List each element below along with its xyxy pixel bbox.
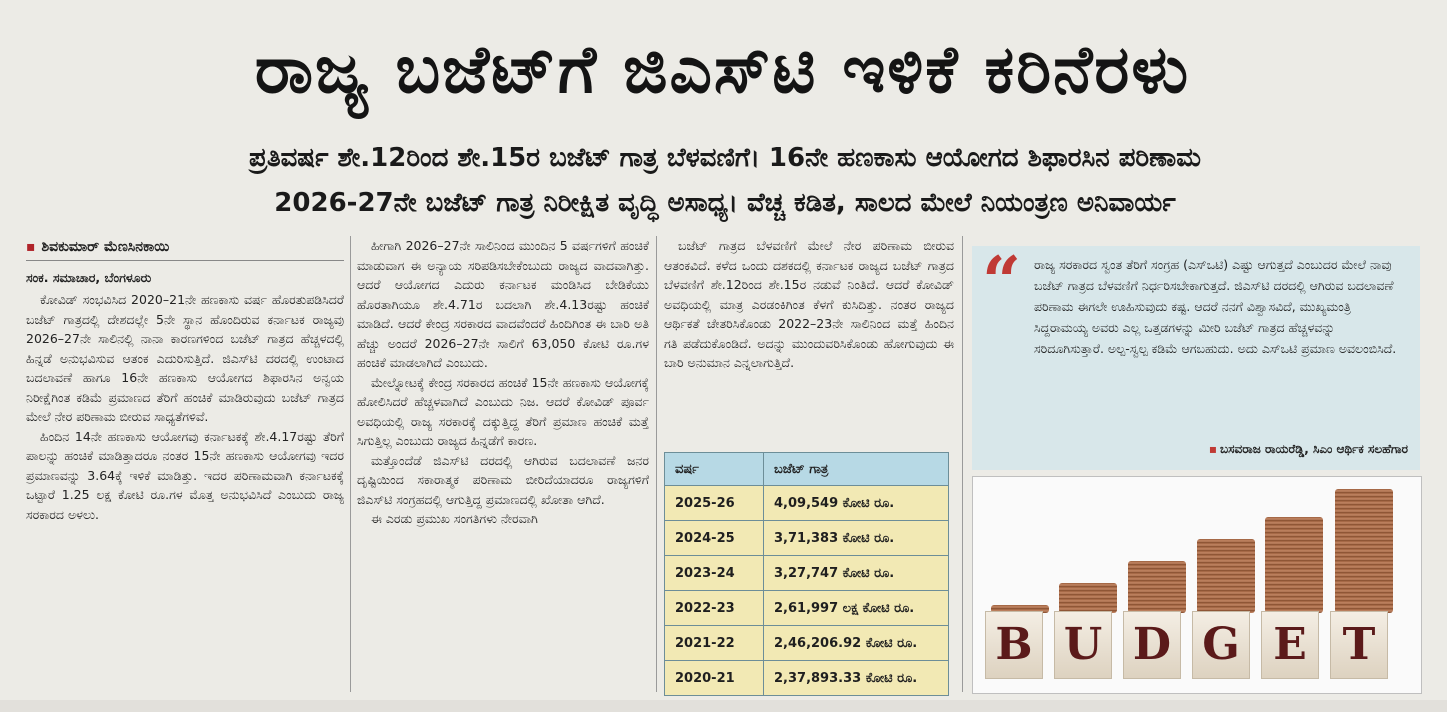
budget-letter-block: T [1330, 611, 1388, 679]
byline-name: ಶಿವಕುಮಾರ್ ಮೆಣಸಿನಕಾಯಿ [41, 239, 170, 255]
budget-cell: 2,61,997 ಲಕ್ಷ ಕೋಟಿ ರೂ. [763, 590, 949, 626]
budget-illustration: B U D G E T [972, 476, 1422, 694]
year-cell: 2020-21 [664, 660, 764, 696]
dateline: ಸಂಕ. ಸಮಾಚಾರ, ಬೆಂಗಳೂರು [26, 270, 152, 285]
table-row: 2022-23 2,61,997 ಲಕ್ಷ ಕೋಟಿ ರೂ. [664, 590, 949, 626]
subheadline-1: ಪ್ರತಿವರ್ಷ ಶೇ.12ರಿಂದ ಶೇ.15ರ ಬಜೆಟ್ ಗಾತ್ರ ಬ… [249, 143, 1201, 173]
paragraph: ಬಜೆಟ್ ಗಾತ್ರದ ಬೆಳವಣಿಗೆ ಮೇಲೆ ನೇರ ಪರಿಣಾಮ ಬೀ… [664, 238, 954, 370]
budget-letter-block: G [1192, 611, 1250, 679]
column-divider [656, 236, 657, 692]
quote-author-name: ಬಸವರಾಜ ರಾಯರೆಡ್ಡಿ, ಸಿಎಂ ಆರ್ಥಿಕ ಸಲಹೆಗಾರ [1220, 442, 1408, 456]
headline: ರಾಜ್ಯ ಬಜೆಟ್‌ಗೆ ಜಿಎಸ್‌ಟಿ ಇಳಿಕೆ ಕರಿನೆರಳು [254, 31, 1191, 108]
coin-stack [991, 605, 1049, 613]
table-row: 2020-21 2,37,893.33 ಕೋಟಿ ರೂ. [664, 660, 949, 696]
year-cell: 2024-25 [664, 520, 764, 556]
budget-letter-block: U [1054, 611, 1112, 679]
budget-cell: 2,46,206.92 ಕೋಟಿ ರೂ. [763, 625, 949, 661]
table-row: 2025-26 4,09,549 ಕೋಟಿ ರೂ. [664, 485, 949, 521]
year-cell: 2025-26 [664, 485, 764, 521]
article-column-3: ಬಜೆಟ್ ಗಾತ್ರದ ಬೆಳವಣಿಗೆ ಮೇಲೆ ನೇರ ಪರಿಣಾಮ ಬೀ… [664, 236, 954, 448]
column-divider [350, 236, 351, 692]
paragraph: ಮತ್ತೊಂದೆಡೆ ಜಿಎಸ್‌ಟಿ ದರದಲ್ಲಿ ಆಗಿರುವ ಬದಲಾವ… [357, 452, 649, 507]
paragraph: ಕೋವಿಡ್ ಸಂಭವಿಸಿದ 2020–21ನೇ ಹಣಕಾಸು ವರ್ಷ ಹೊ… [26, 292, 344, 424]
budget-cell: 3,27,747 ಕೋಟಿ ರೂ. [763, 555, 949, 591]
page-bottom-margin [0, 700, 1447, 712]
coin-stack [1059, 583, 1117, 613]
coin-stack [1197, 539, 1255, 613]
table-row: 2021-22 2,46,206.92 ಕೋಟಿ ರೂ. [664, 625, 949, 661]
column-header-budget: ಬಜೆಟ್ ಗಾತ್ರ [763, 452, 949, 486]
article-column-2: ಹೀಗಾಗಿ 2026–27ನೇ ಸಾಲಿನಿಂದ ಮುಂದಿನ 5 ವರ್ಷಗ… [357, 236, 649, 692]
article-column-1: ಕೋವಿಡ್ ಸಂಭವಿಸಿದ 2020–21ನೇ ಹಣಕಾಸು ವರ್ಷ ಹೊ… [26, 290, 344, 690]
column-header-year: ವರ್ಷ [664, 452, 764, 486]
paragraph: ಹೀಗಾಗಿ 2026–27ನೇ ಸಾಲಿನಿಂದ ಮುಂದಿನ 5 ವರ್ಷಗ… [357, 238, 649, 370]
subheadline-2: 2026-27ನೇ ಬಜೆಟ್ ಗಾತ್ರ ನಿರೀಕ್ಷಿತ ವೃದ್ಧಿ ಅ… [274, 188, 1176, 218]
table-header-row: ವರ್ಷ ಬಜೆಟ್ ಗಾತ್ರ [664, 452, 949, 486]
coin-stack [1265, 517, 1323, 613]
budget-letter-block: E [1261, 611, 1319, 679]
table-row: 2024-25 3,71,383 ಕೋಟಿ ರೂ. [664, 520, 949, 556]
column-divider [962, 236, 963, 692]
quote-text: ರಾಜ್ಯ ಸರಕಾರದ ಸ್ವಂತ ತೆರಿಗೆ ಸಂಗ್ರಹ (ಎಸ್‌ಒಟ… [1034, 257, 1397, 356]
pull-quote-box: “ ರಾಜ್ಯ ಸರಕಾರದ ಸ್ವಂತ ತೆರಿಗೆ ಸಂಗ್ರಹ (ಎಸ್‌… [972, 246, 1420, 470]
budget-cell: 2,37,893.33 ಕೋಟಿ ರೂ. [763, 660, 949, 696]
year-cell: 2022-23 [664, 590, 764, 626]
table-row: 2023-24 3,27,747 ಕೋಟಿ ರೂ. [664, 555, 949, 591]
bullet-icon: ▪ [1208, 442, 1217, 456]
paragraph: ಈ ಎರಡು ಪ್ರಮುಖ ಸಂಗತಿಗಳು ನೇರವಾಗಿ [371, 511, 538, 526]
byline: ▪ ಶಿವಕುಮಾರ್ ಮೆಣಸಿನಕಾಯಿ [26, 236, 344, 258]
budget-letter-block: B [985, 611, 1043, 679]
quote-mark-icon: “ [982, 242, 1022, 322]
coin-stack [1128, 561, 1186, 613]
quote-author: ▪ ಬಸವರಾಜ ರಾಯರೆಡ್ಡಿ, ಸಿಎಂ ಆರ್ಥಿಕ ಸಲಹೆಗಾರ [1209, 442, 1408, 457]
budget-letter-block: D [1123, 611, 1181, 679]
paragraph: ಹಿಂದಿನ 14ನೇ ಹಣಕಾಸು ಆಯೋಗವು ಕರ್ನಾಟಕಕ್ಕೆ ಶೇ… [26, 428, 344, 522]
paragraph: ಮೇಲ್ನೋಟಕ್ಕೆ ಕೇಂದ್ರ ಸರಕಾರದ ಹಂಚಿಕೆ 15ನೇ ಹಣ… [357, 374, 649, 449]
year-cell: 2021-22 [664, 625, 764, 661]
bullet-icon: ▪ [26, 239, 36, 255]
coin-stack [1335, 489, 1393, 613]
budget-cell: 4,09,549 ಕೋಟಿ ರೂ. [763, 485, 949, 521]
byline-rule [26, 260, 344, 261]
budget-size-table: ವರ್ಷ ಬಜೆಟ್ ಗಾತ್ರ 2025-26 4,09,549 ಕೋಟಿ ರೂ… [664, 452, 949, 696]
budget-cell: 3,71,383 ಕೋಟಿ ರೂ. [763, 520, 949, 556]
year-cell: 2023-24 [664, 555, 764, 591]
